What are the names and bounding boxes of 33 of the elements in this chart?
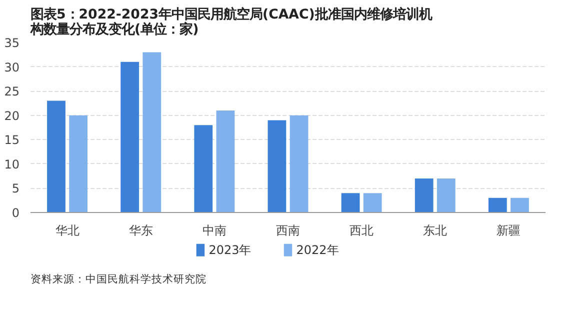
bar	[510, 198, 529, 212]
x-tick-label: 东北	[423, 224, 448, 238]
x-tick-label: 西北	[350, 224, 374, 238]
y-tick-label: 30	[4, 60, 20, 74]
bar	[488, 198, 507, 212]
y-tick-label: 25	[4, 84, 20, 99]
x-tick-label: 西南	[276, 224, 300, 238]
x-tick-label: 华东	[128, 224, 153, 238]
bar	[142, 52, 162, 212]
chart-title: 图表5：2022-2023年中国民用航空局(CAAC)批准国内维修培训机构数量分布及变化(单位：家)	[30, 6, 432, 38]
bar	[341, 193, 360, 212]
bar	[290, 115, 308, 212]
bar	[436, 178, 456, 212]
bar	[69, 115, 88, 212]
y-tick-label: 5	[12, 182, 20, 196]
x-tick-label: 新疆	[496, 224, 521, 238]
x-tick-label: 中南	[202, 224, 226, 238]
y-tick-label: 15	[4, 133, 20, 148]
bar	[47, 100, 66, 212]
x-tick-label: 华北	[55, 224, 80, 238]
bar	[363, 193, 382, 212]
y-tick-label: 0	[12, 206, 20, 220]
y-tick-label: 10	[4, 157, 20, 172]
legend-label: 2023年	[208, 243, 252, 258]
bar	[216, 110, 235, 212]
text: 资料来源：中国民航科学技术研究院	[30, 272, 206, 286]
y-tick-label: 20	[4, 108, 20, 123]
bar	[120, 62, 140, 212]
bar	[194, 125, 213, 212]
bar	[414, 178, 434, 212]
y-tick-label: 35	[4, 36, 20, 50]
legend-label: 2022年	[296, 243, 339, 258]
bar	[268, 120, 286, 212]
